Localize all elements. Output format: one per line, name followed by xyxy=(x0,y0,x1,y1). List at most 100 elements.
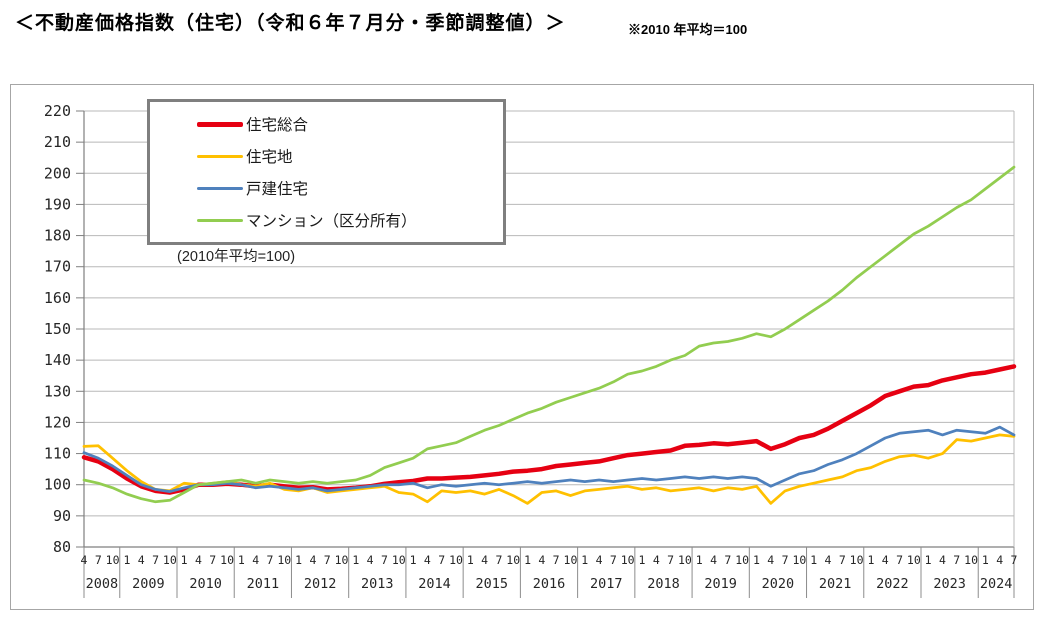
legend-item-residential-total: 住宅総合 xyxy=(197,113,503,135)
x-month-label: 1 xyxy=(753,553,760,567)
title-note: ※2010 年平均＝100 xyxy=(628,22,748,37)
x-month-label: 4 xyxy=(996,553,1003,567)
y-axis-label: 90 xyxy=(53,507,71,525)
x-year-label: 2009 xyxy=(132,576,165,592)
legend-line-swatch-residential-land xyxy=(197,154,243,158)
x-month-label: 10 xyxy=(792,553,806,567)
x-month-label: 10 xyxy=(964,553,978,567)
x-year-label: 2023 xyxy=(933,576,966,592)
x-month-label: 1 xyxy=(123,553,130,567)
x-month-label: 4 xyxy=(195,553,202,567)
x-month-label: 7 xyxy=(209,553,216,567)
x-month-label: 1 xyxy=(181,553,188,567)
x-month-label: 7 xyxy=(324,553,331,567)
x-month-label: 7 xyxy=(95,553,102,567)
x-month-label: 10 xyxy=(335,553,349,567)
x-month-label: 7 xyxy=(553,553,560,567)
legend-label: 住宅地 xyxy=(246,149,293,166)
x-month-label: 1 xyxy=(467,553,474,567)
x-month-label: 4 xyxy=(367,553,374,567)
legend-item-residential-land: 住宅地 xyxy=(197,145,503,167)
series-line-condominium xyxy=(82,165,1016,504)
x-month-label: 10 xyxy=(907,553,921,567)
x-month-label: 7 xyxy=(381,553,388,567)
x-year-label: 2016 xyxy=(533,576,566,592)
x-month-label: 1 xyxy=(925,553,932,567)
y-axis-label: 210 xyxy=(44,133,71,151)
x-month-label: 1 xyxy=(352,553,359,567)
legend-note: (2010年平均=100) xyxy=(177,249,296,265)
x-month-label: 10 xyxy=(449,553,463,567)
y-axis-label: 160 xyxy=(44,289,71,307)
y-axis-label: 110 xyxy=(44,445,71,463)
x-month-label: 4 xyxy=(596,553,603,567)
series-line-detached-house xyxy=(82,425,1016,493)
chart-legend: 住宅総合住宅地戸建住宅マンション（区分所有） xyxy=(147,99,506,245)
x-month-label: 7 xyxy=(267,553,274,567)
y-axis-label: 180 xyxy=(44,227,71,245)
y-axis-label: 170 xyxy=(44,258,71,276)
x-year-label: 2020 xyxy=(762,576,795,592)
x-year-label: 2021 xyxy=(819,576,852,592)
legend-item-detached-house: 戸建住宅 xyxy=(197,177,503,199)
y-axis-label: 150 xyxy=(44,320,71,338)
x-month-label: 7 xyxy=(782,553,789,567)
x-month-label: 7 xyxy=(438,553,445,567)
y-axis-label: 100 xyxy=(44,476,71,494)
x-month-label: 4 xyxy=(309,553,316,567)
x-year-label: 2013 xyxy=(361,576,394,592)
x-year-label: 2018 xyxy=(647,576,680,592)
legend-label: マンション（区分所有） xyxy=(246,213,417,230)
x-month-label: 4 xyxy=(767,553,774,567)
x-month-label: 10 xyxy=(850,553,864,567)
chart-container: 80 90 100 110 120 130 140 150 160 170 180 190 200 210… xyxy=(10,84,1034,610)
y-axis-label: 120 xyxy=(44,413,71,431)
x-month-label: 7 xyxy=(152,553,159,567)
legend-label: 戸建住宅 xyxy=(246,181,309,198)
x-month-label: 4 xyxy=(138,553,145,567)
x-month-label: 1 xyxy=(295,553,302,567)
x-month-label: 10 xyxy=(163,553,177,567)
x-month-label: 1 xyxy=(238,553,245,567)
legend-line-swatch-residential-total xyxy=(197,121,243,127)
x-month-label: 10 xyxy=(735,553,749,567)
x-month-label: 1 xyxy=(410,553,417,567)
x-month-label: 1 xyxy=(581,553,588,567)
x-month-label: 10 xyxy=(277,553,291,567)
x-month-label: 4 xyxy=(882,553,889,567)
x-month-label: 1 xyxy=(524,553,531,567)
y-axis-label: 190 xyxy=(44,195,71,213)
x-year-label: 2014 xyxy=(418,576,451,592)
y-axis-label: 80 xyxy=(53,538,71,556)
x-month-label: 7 xyxy=(839,553,846,567)
series-line-residential-total xyxy=(81,364,1017,495)
y-axis-label: 200 xyxy=(44,164,71,182)
x-month-label: 7 xyxy=(610,553,617,567)
x-month-label: 10 xyxy=(621,553,635,567)
x-month-label: 10 xyxy=(564,553,578,567)
x-month-label: 7 xyxy=(495,553,502,567)
x-year-label: 2022 xyxy=(876,576,909,592)
legend-line-swatch-detached-house xyxy=(197,186,243,190)
y-axis-label: 130 xyxy=(44,382,71,400)
x-month-label: 4 xyxy=(653,553,660,567)
x-month-label: 1 xyxy=(982,553,989,567)
x-month-label: 7 xyxy=(724,553,731,567)
legend-line-swatch-condominium xyxy=(197,218,243,222)
y-axis-label: 220 xyxy=(44,102,71,120)
x-year-label: 2015 xyxy=(476,576,509,592)
x-month-label: 1 xyxy=(810,553,817,567)
x-month-label: 4 xyxy=(939,553,946,567)
x-year-label: 2017 xyxy=(590,576,623,592)
page-title: ＜不動産価格指数（住宅）（令和６年７月分・季節調整値）＞ xyxy=(15,13,566,34)
x-month-label: 4 xyxy=(481,553,488,567)
x-month-label: 10 xyxy=(392,553,406,567)
legend-item-condominium: マンション（区分所有） xyxy=(197,209,503,231)
x-month-label: 1 xyxy=(696,553,703,567)
x-month-label: 10 xyxy=(106,553,120,567)
x-month-label: 1 xyxy=(639,553,646,567)
x-year-label: 2011 xyxy=(247,576,280,592)
x-month-label: 4 xyxy=(825,553,832,567)
x-month-label: 10 xyxy=(678,553,692,567)
x-month-label: 10 xyxy=(506,553,520,567)
